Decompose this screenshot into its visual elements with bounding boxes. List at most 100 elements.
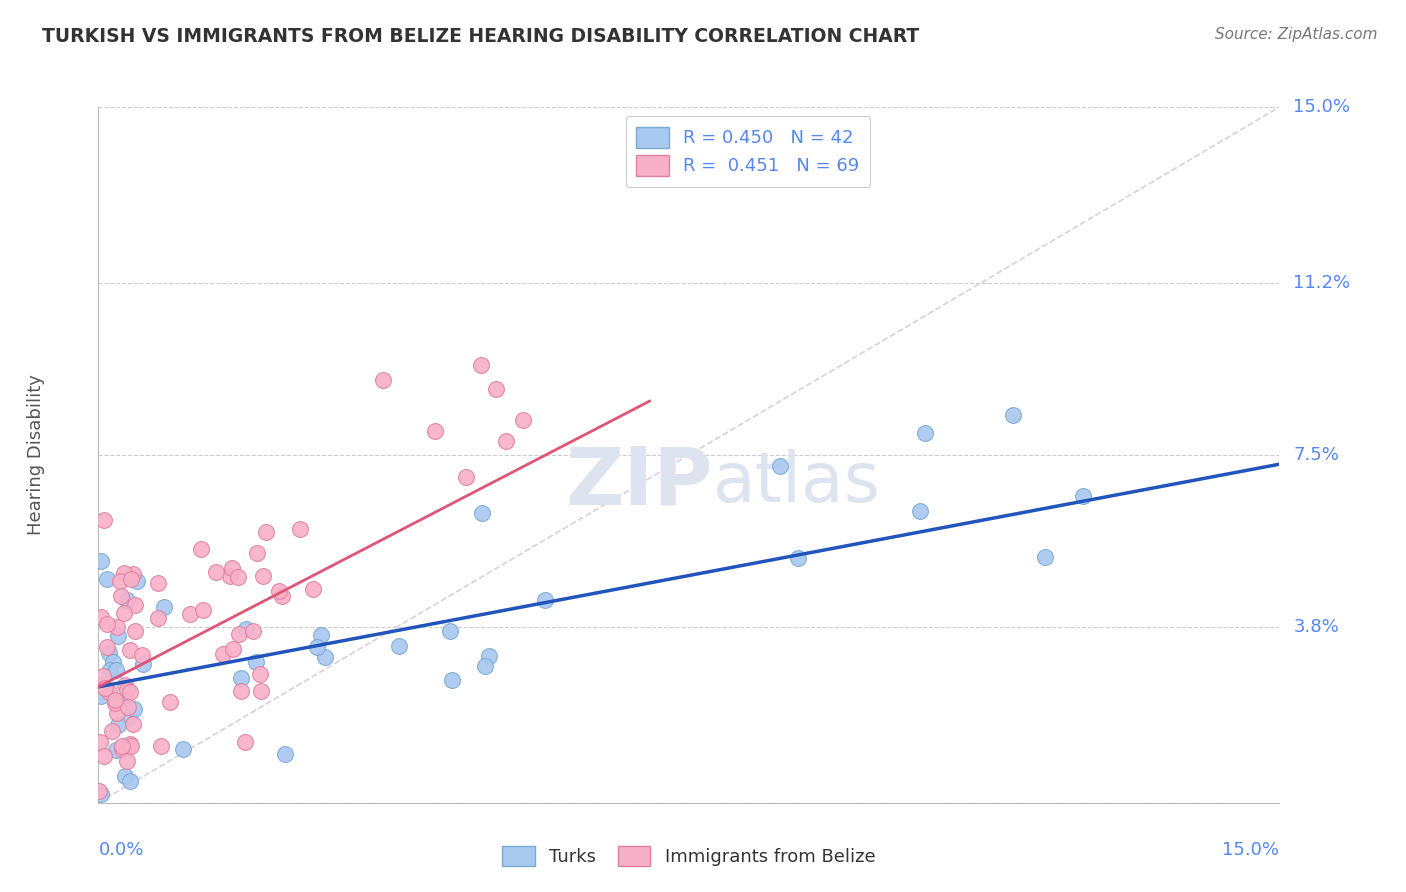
Point bbox=[122, 566, 145, 581]
Point bbox=[115, 592, 138, 607]
Point bbox=[90, 787, 112, 801]
Point bbox=[122, 717, 145, 731]
Point bbox=[249, 666, 271, 681]
Point bbox=[89, 735, 111, 749]
Point bbox=[1071, 489, 1094, 503]
Point bbox=[96, 572, 118, 586]
Text: 3.8%: 3.8% bbox=[1294, 617, 1339, 635]
Point bbox=[93, 749, 115, 764]
Text: 15.0%: 15.0% bbox=[1294, 98, 1350, 116]
Point bbox=[120, 773, 142, 788]
Point bbox=[440, 673, 463, 688]
Text: 0.0%: 0.0% bbox=[98, 841, 143, 859]
Point bbox=[478, 648, 501, 663]
Point bbox=[131, 657, 153, 671]
Point bbox=[454, 469, 477, 483]
Point bbox=[190, 541, 212, 556]
Point bbox=[104, 696, 127, 710]
Point bbox=[485, 383, 508, 397]
Point bbox=[1035, 550, 1057, 565]
Point bbox=[87, 784, 110, 798]
Point bbox=[222, 641, 245, 656]
Point bbox=[118, 737, 141, 751]
Point bbox=[117, 700, 139, 714]
Point bbox=[90, 610, 112, 624]
Point bbox=[211, 647, 233, 661]
Point bbox=[153, 599, 176, 614]
Point bbox=[96, 617, 118, 632]
Point bbox=[124, 624, 146, 639]
Point bbox=[250, 684, 273, 698]
Point bbox=[124, 598, 146, 612]
Point bbox=[120, 572, 142, 586]
Point bbox=[111, 742, 134, 756]
Point bbox=[226, 570, 249, 584]
Point bbox=[314, 650, 336, 665]
Point bbox=[221, 560, 243, 574]
Text: ZIP: ZIP bbox=[565, 443, 713, 522]
Point bbox=[246, 546, 269, 560]
Point bbox=[98, 663, 121, 677]
Point bbox=[269, 584, 291, 599]
Point bbox=[108, 574, 131, 588]
Point bbox=[471, 506, 494, 520]
Point bbox=[105, 663, 128, 677]
Point bbox=[495, 434, 517, 449]
Point bbox=[908, 504, 931, 518]
Point bbox=[112, 606, 135, 620]
Point bbox=[1001, 408, 1024, 422]
Point bbox=[104, 693, 127, 707]
Text: 11.2%: 11.2% bbox=[1294, 275, 1351, 293]
Point bbox=[112, 566, 135, 581]
Text: 7.5%: 7.5% bbox=[1294, 446, 1340, 464]
Text: TURKISH VS IMMIGRANTS FROM BELIZE HEARING DISABILITY CORRELATION CHART: TURKISH VS IMMIGRANTS FROM BELIZE HEARIN… bbox=[42, 27, 920, 45]
Point bbox=[305, 640, 328, 654]
Point bbox=[146, 576, 169, 591]
Point bbox=[229, 671, 252, 685]
Point bbox=[96, 640, 118, 654]
Legend: Turks, Immigrants from Belize: Turks, Immigrants from Belize bbox=[492, 835, 886, 877]
Point bbox=[769, 459, 792, 474]
Point bbox=[254, 525, 277, 540]
Point bbox=[111, 739, 134, 753]
Point bbox=[388, 639, 411, 653]
Point bbox=[470, 358, 492, 372]
Point bbox=[787, 551, 810, 566]
Point bbox=[231, 684, 253, 698]
Point bbox=[179, 607, 201, 621]
Point bbox=[228, 626, 250, 640]
Point bbox=[242, 624, 264, 638]
Point bbox=[274, 747, 297, 762]
Point bbox=[191, 603, 214, 617]
Point bbox=[252, 568, 274, 582]
Point bbox=[115, 682, 138, 697]
Point bbox=[512, 413, 534, 427]
Point bbox=[120, 685, 142, 699]
Point bbox=[93, 669, 115, 683]
Point bbox=[115, 754, 138, 768]
Point bbox=[94, 681, 117, 696]
Point bbox=[107, 629, 129, 643]
Point bbox=[98, 646, 121, 660]
Point bbox=[105, 620, 128, 634]
Point bbox=[118, 643, 141, 657]
Point bbox=[146, 611, 169, 625]
Point bbox=[302, 582, 325, 596]
Point bbox=[474, 658, 496, 673]
Point bbox=[101, 724, 124, 739]
Point bbox=[105, 706, 128, 720]
Point bbox=[104, 743, 127, 757]
Point bbox=[245, 655, 267, 669]
Point bbox=[290, 523, 312, 537]
Point bbox=[131, 648, 153, 663]
Point bbox=[159, 695, 181, 709]
Point bbox=[233, 734, 256, 748]
Point bbox=[309, 628, 332, 642]
Point bbox=[114, 678, 136, 692]
Point bbox=[219, 568, 242, 582]
Point bbox=[90, 690, 112, 704]
Text: 15.0%: 15.0% bbox=[1222, 841, 1279, 859]
Point bbox=[98, 685, 121, 699]
Point bbox=[103, 656, 125, 670]
Point bbox=[122, 701, 145, 715]
